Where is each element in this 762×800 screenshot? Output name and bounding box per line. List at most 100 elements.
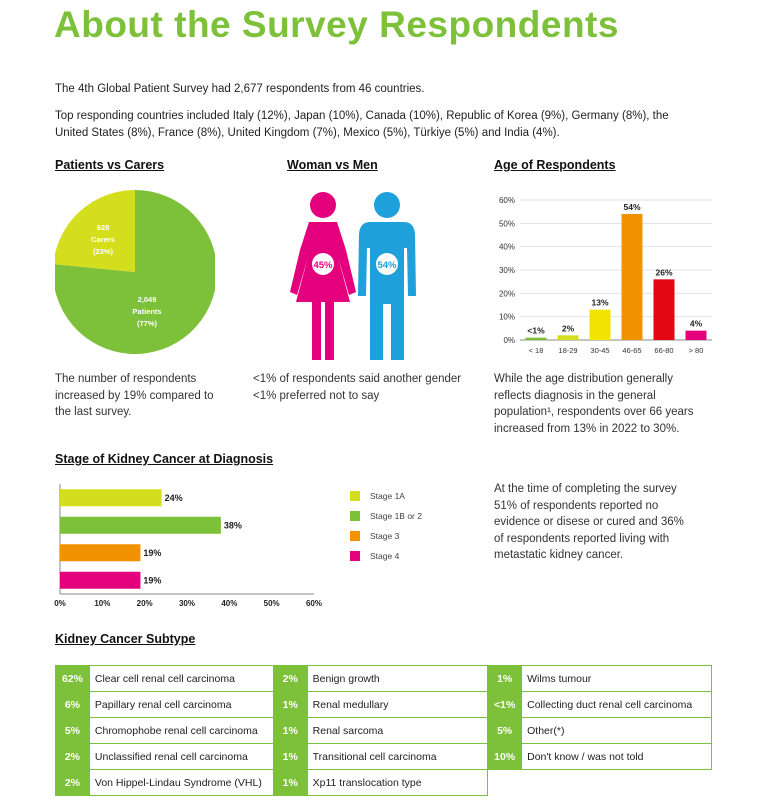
stage-bar: [60, 544, 141, 562]
subtype-name: Clear cell renal cell carcinoma: [88, 665, 274, 692]
x-tick-label: 0%: [54, 599, 66, 608]
subtype-name: Unclassified renal cell carcinoma: [88, 743, 274, 770]
caption-line: reflects diagnosis in the general: [494, 389, 656, 402]
caption-line: <1% preferred not to say: [253, 389, 380, 402]
subtype-percent: 1%: [487, 665, 523, 692]
age-bar: [557, 335, 579, 340]
y-tick-label: 40%: [499, 243, 515, 252]
subtype-name: Papillary renal cell carcinoma: [88, 691, 274, 718]
subtype-table: 62% Clear cell renal cell carcinoma 2% Beni…: [55, 665, 712, 796]
patients-label: Patients: [132, 307, 161, 316]
age-bar: [621, 214, 643, 340]
subtype-percent: 1%: [272, 769, 308, 796]
table-row: 2% Unclassified renal cell carcinoma 1% Tra…: [55, 743, 712, 770]
legend-swatch: [350, 491, 360, 501]
gender-figures: 45% 54%: [290, 192, 416, 360]
age-bar-value-label: <1%: [527, 326, 545, 336]
patients-caption: The number of respondents increased by 1…: [55, 371, 214, 421]
subtype-name: Transitional cell carcinoma: [306, 743, 489, 770]
subtype-name: Von Hippel-Lindau Syndrome (VHL): [88, 769, 274, 796]
stage-caption: At the time of completing the survey 51%…: [494, 481, 684, 564]
caption-line: increased from 13% in 2022 to 30%.: [494, 422, 680, 435]
age-bar: [685, 330, 707, 340]
subtype-percent: 5%: [55, 717, 90, 744]
legend-item: Stage 1A: [350, 486, 422, 506]
caption-line: the last survey.: [55, 406, 132, 418]
empty-cell: [522, 770, 712, 796]
gender-caption: <1% of respondents said another gender <…: [253, 371, 461, 404]
caption-line: 51% of respondents reported no: [494, 499, 659, 512]
patients-percent: (77%): [137, 319, 158, 328]
legend-item: Stage 4: [350, 546, 422, 566]
x-tick-label: 66-80: [654, 346, 673, 355]
man-figure-icon: [358, 192, 416, 360]
x-tick-label: 10%: [94, 599, 110, 608]
woman-percent: 45%: [313, 260, 333, 271]
x-tick-label: > 80: [689, 346, 704, 355]
caption-line: metastatic kidney cancer.: [494, 549, 624, 561]
x-tick-label: 20%: [137, 599, 153, 608]
caption-line: At the time of completing the survey: [494, 483, 677, 495]
caption-line: The number of respondents: [55, 373, 197, 385]
subtype-percent: 62%: [55, 665, 90, 692]
age-caption: While the age distribution generally ref…: [494, 371, 693, 437]
empty-cell: [488, 770, 522, 796]
age-bar-chart: 0% 10% 20% 30% 40% 50% 60% <1% < 18 2% 18-29 13% 30-…: [499, 196, 712, 355]
woman-figure-icon: [290, 192, 356, 360]
legend-swatch: [350, 551, 360, 561]
caption-line: evidence or disese or cured and 36%: [494, 516, 684, 528]
x-tick-label: < 18: [529, 346, 544, 355]
subtype-name: Renal medullary: [306, 691, 489, 718]
legend-item: Stage 3: [350, 526, 422, 546]
x-tick-label: 30-45: [590, 346, 609, 355]
y-tick-label: 0%: [503, 336, 515, 345]
age-bar: [589, 309, 611, 340]
carers-count: 628: [97, 223, 110, 232]
caption-line: of respondents reported living with: [494, 532, 670, 545]
woman-vs-men-heading: Woman vs Men: [287, 158, 378, 172]
age-bar-value-label: 26%: [655, 267, 672, 277]
legend-swatch: [350, 531, 360, 541]
subtype-percent: 2%: [272, 665, 308, 692]
stage-bar-value-label: 19%: [143, 575, 161, 585]
y-tick-label: 50%: [499, 219, 515, 228]
x-tick-label: 50%: [264, 599, 280, 608]
caption-line: increased by 19% compared to: [55, 389, 214, 402]
subtype-percent: 1%: [272, 717, 308, 744]
x-tick-label: 60%: [306, 599, 322, 608]
patients-count: 2,049: [138, 295, 157, 304]
subtype-percent: 2%: [55, 769, 90, 796]
table-row: 6% Papillary renal cell carcinoma 1% Renal …: [55, 691, 712, 718]
caption-line: population¹, respondents over 66 years: [494, 406, 694, 418]
subtype-name: Wilms tumour: [521, 665, 712, 692]
subtype-percent: <1%: [487, 691, 523, 718]
carers-label: Carers: [91, 235, 115, 244]
intro-countries-line2: United States (8%), France (8%), United …: [55, 127, 560, 139]
age-bar-value-label: 2%: [562, 323, 575, 333]
subtype-percent: 1%: [272, 743, 308, 770]
table-row: 5% Chromophobe renal cell carcinoma 1% Rena…: [55, 717, 712, 744]
y-tick-label: 10%: [499, 313, 515, 322]
subtype-name: Renal sarcoma: [306, 717, 489, 744]
subtype-heading: Kidney Cancer Subtype: [55, 632, 196, 646]
pie-slice-carers: [55, 190, 135, 272]
table-row: 2% Von Hippel-Lindau Syndrome (VHL) 1% Xp11…: [55, 769, 712, 796]
carers-percent: (23%): [93, 247, 114, 256]
age-bar: [525, 337, 547, 340]
stage-bar-chart: 0% 10% 20% 30% 40% 50% 60% 24% 38% 19% 19%: [54, 484, 322, 608]
stage-bar-value-label: 24%: [165, 493, 183, 503]
subtype-percent: 2%: [55, 743, 90, 770]
stage-bar-value-label: 19%: [143, 548, 161, 558]
age-bar: [653, 279, 675, 340]
subtype-name: Don't know / was not told: [521, 743, 712, 770]
subtype-name: Benign growth: [306, 665, 489, 692]
caption-line: While the age distribution generally: [494, 373, 673, 385]
legend-label: Stage 1B or 2: [370, 511, 422, 521]
legend-label: Stage 1A: [370, 491, 405, 501]
y-tick-label: 60%: [499, 196, 515, 205]
x-tick-label: 40%: [221, 599, 237, 608]
man-percent: 54%: [377, 260, 397, 271]
legend-swatch: [350, 511, 360, 521]
age-heading: Age of Respondents: [494, 158, 616, 172]
legend-label: Stage 3: [370, 531, 400, 541]
